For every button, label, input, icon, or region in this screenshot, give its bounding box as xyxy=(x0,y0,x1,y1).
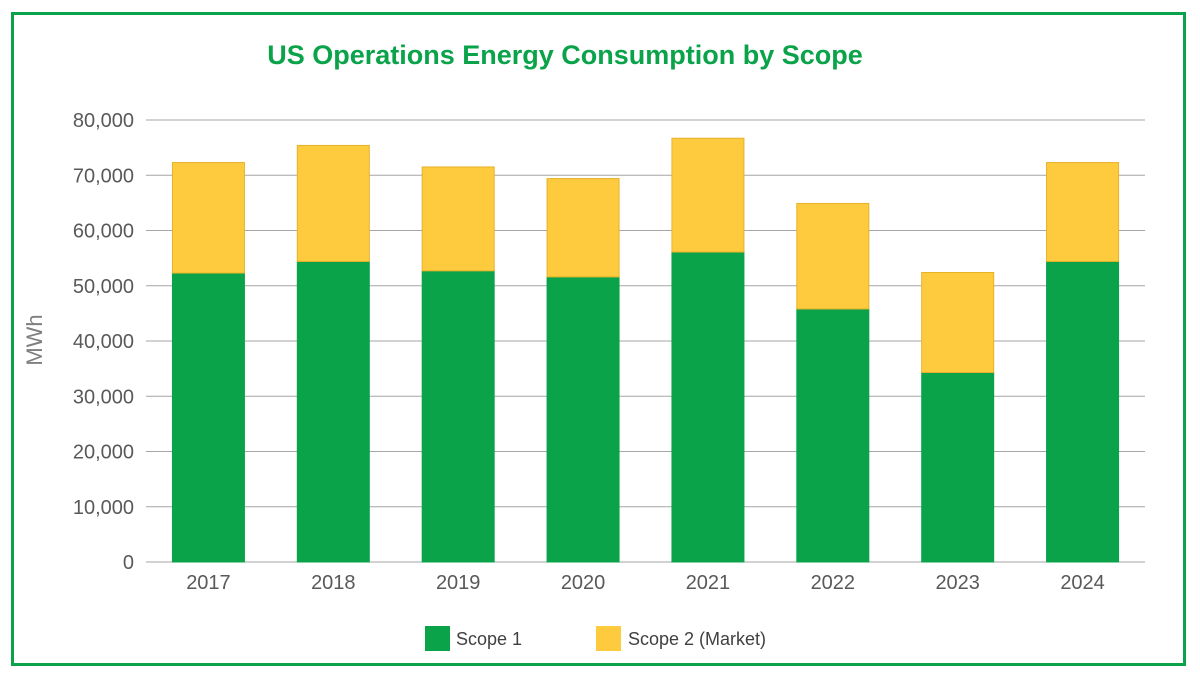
y-tick-label-40000: 40,000 xyxy=(73,331,134,353)
chart-frame xyxy=(11,12,1186,666)
bar-scope-2-market-2024 xyxy=(1046,162,1120,262)
bar-scope-2-market-2020 xyxy=(546,178,620,278)
bar-scope-1-2018 xyxy=(296,260,370,563)
legend-swatch-scope-2-market xyxy=(596,626,621,651)
bar-scope-1-2019 xyxy=(421,270,495,563)
bars xyxy=(171,137,1120,563)
bar-scope-1-2022 xyxy=(796,308,870,563)
x-tick-label-2018: 2018 xyxy=(311,572,356,594)
y-tick-label-0: 0 xyxy=(123,552,134,574)
x-axis-ticks: 2017 2018 2019 2020 2021 2022 2023 2024 xyxy=(186,572,1105,594)
x-tick-label-2022: 2022 xyxy=(811,572,856,594)
x-tick-label-2020: 2020 xyxy=(561,572,606,594)
y-axis-ticks: 0 10,000 20,000 30,000 40,000 50,000 60,000 70,… xyxy=(73,110,134,574)
bar-scope-2-market-2021 xyxy=(671,137,745,253)
y-tick-label-70000: 70,000 xyxy=(73,165,134,187)
chart-title: US Operations Energy Consumption by Scop… xyxy=(267,40,863,70)
y-tick-label-50000: 50,000 xyxy=(73,276,134,298)
bar-scope-1-2020 xyxy=(546,276,620,563)
legend-label-scope-2-market: Scope 2 (Market) xyxy=(628,629,766,649)
bar-scope-2-market-2019 xyxy=(421,166,495,272)
legend-label-scope-1: Scope 1 xyxy=(456,629,522,649)
y-tick-label-20000: 20,000 xyxy=(73,442,134,464)
legend: Scope 1 Scope 2 (Market) xyxy=(425,626,766,651)
bar-scope-2-market-2017 xyxy=(171,162,245,274)
bar-scope-1-2021 xyxy=(671,251,745,563)
y-tick-label-10000: 10,000 xyxy=(73,497,134,519)
y-tick-label-30000: 30,000 xyxy=(73,386,134,408)
bar-scope-1-2023 xyxy=(921,371,995,563)
y-axis-title: MWh xyxy=(22,314,47,365)
y-tick-label-80000: 80,000 xyxy=(73,110,134,132)
bar-scope-2-market-2022 xyxy=(796,202,870,310)
legend-swatch-scope-1 xyxy=(425,626,450,651)
bar-scope-2-market-2023 xyxy=(921,271,995,373)
bar-scope-1-2024 xyxy=(1046,260,1120,563)
gridlines xyxy=(146,119,1145,563)
bar-scope-1-2017 xyxy=(171,272,245,563)
x-tick-label-2017: 2017 xyxy=(186,572,231,594)
x-tick-label-2019: 2019 xyxy=(436,572,481,594)
x-tick-label-2021: 2021 xyxy=(686,572,731,594)
x-tick-label-2024: 2024 xyxy=(1060,572,1105,594)
x-tick-label-2023: 2023 xyxy=(935,572,980,594)
bar-scope-2-market-2018 xyxy=(296,144,370,262)
y-tick-label-60000: 60,000 xyxy=(73,221,134,243)
